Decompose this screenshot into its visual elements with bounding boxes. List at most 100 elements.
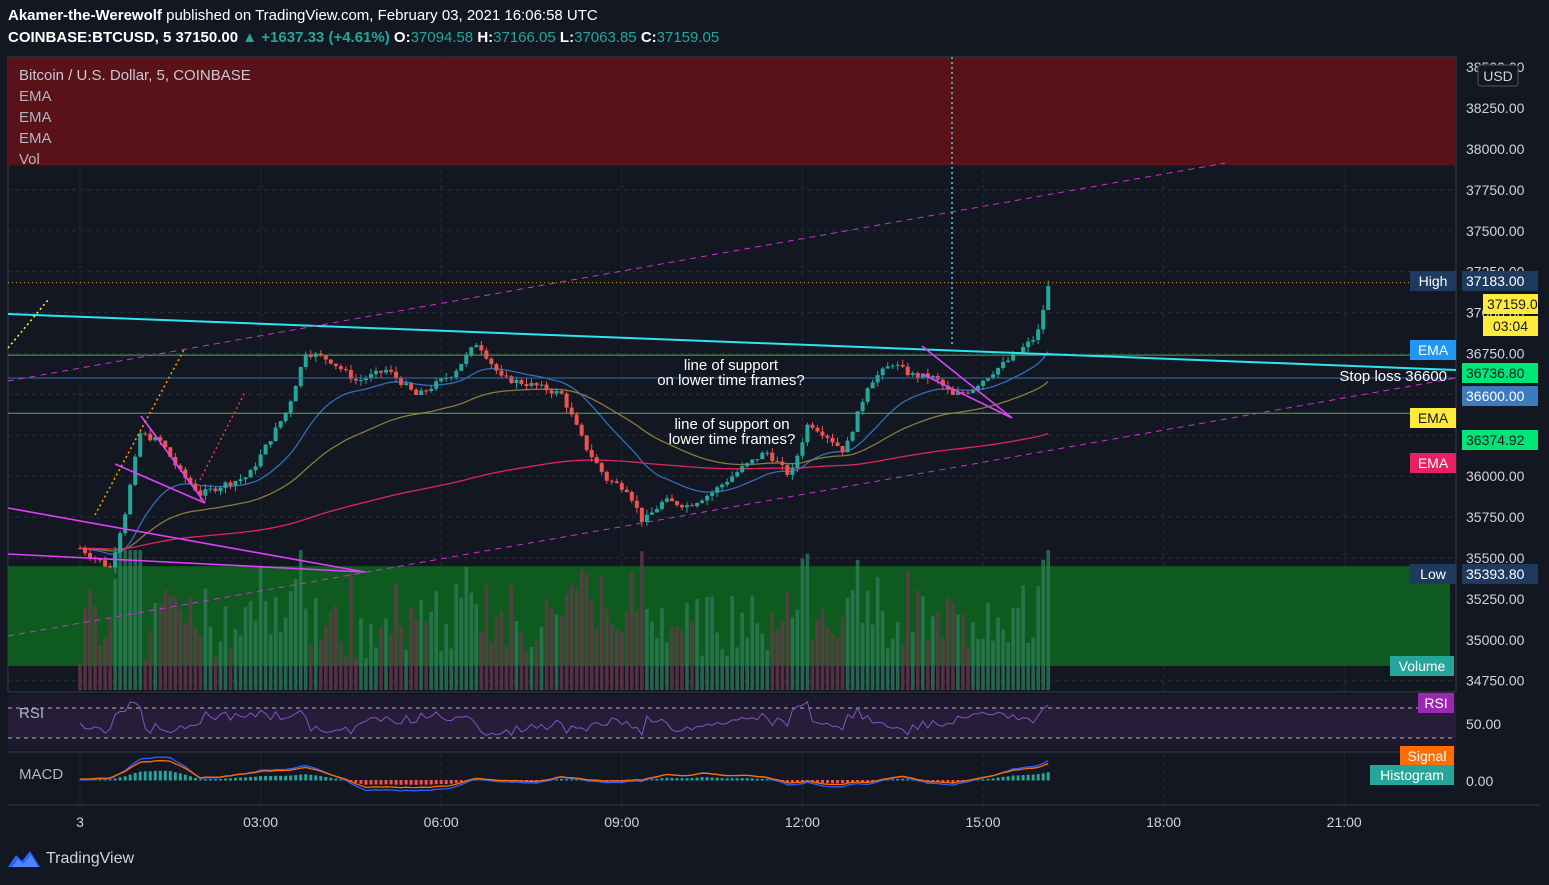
macd-histogram-bar: [846, 780, 850, 783]
volume-bar: [504, 645, 509, 690]
candle-body: [368, 374, 373, 379]
candle-body: [128, 484, 133, 515]
rsi-tag-bg: [1418, 693, 1454, 713]
candle-body: [895, 364, 900, 366]
macd-histogram-bar: [223, 778, 227, 781]
macd-histogram-bar: [439, 780, 443, 785]
candle-body: [1006, 360, 1011, 363]
candle-body: [424, 390, 429, 392]
volume-bar: [484, 584, 489, 690]
macd-histogram-bar: [660, 778, 664, 781]
macd-histogram-bar: [319, 776, 323, 781]
volume-bar: [730, 595, 734, 690]
volume-bar: [875, 577, 880, 690]
macd-histogram-bar: [198, 779, 202, 781]
candle-body: [519, 379, 524, 385]
volume-bar: [404, 650, 408, 690]
ema-value-tag-1: 36736.80: [1466, 365, 1525, 381]
candle-body: [293, 386, 298, 402]
ema-slow-line: [79, 432, 1049, 550]
countdown-tag-bg: [1483, 316, 1538, 336]
volume-bar: [685, 603, 689, 690]
candle-body: [263, 444, 268, 455]
demand-zone: [8, 566, 1450, 666]
candle-body: [735, 472, 740, 477]
candle-body: [905, 366, 910, 375]
macd-histogram-bar: [349, 780, 353, 782]
open-value: 37094.58: [410, 29, 474, 46]
macd-histogram-bar: [183, 774, 187, 781]
macd-histogram-bar: [93, 779, 97, 781]
projection-line: [7, 299, 49, 349]
volume-bar: [720, 649, 724, 690]
macd-histogram-bar: [334, 778, 338, 781]
volume-tag: Volume: [1399, 658, 1446, 674]
pattern-line: [114, 463, 206, 504]
legend-ema-1[interactable]: EMA: [19, 88, 52, 105]
volume-bar: [359, 618, 363, 690]
volume-bar: [630, 572, 634, 690]
candle-body: [1011, 354, 1016, 361]
volume-bars: [78, 550, 1051, 690]
macd-histogram-bar: [103, 779, 107, 781]
time-axis-label: 15:00: [965, 814, 1000, 830]
candle-body: [685, 505, 690, 508]
candle-body: [434, 381, 439, 389]
legend-ema-2[interactable]: EMA: [19, 109, 52, 126]
candle-body: [273, 427, 278, 441]
macd-histogram-bar: [690, 778, 694, 781]
macd-histogram-bar: [535, 780, 539, 782]
author-name[interactable]: Akamer-the-Werewolf: [8, 7, 162, 24]
volume-bar: [539, 627, 544, 690]
volume-bar: [313, 598, 318, 690]
symbol-name[interactable]: COINBASE:BTCUSD, 5: [8, 29, 172, 46]
stop-loss-tag: 36600.00: [1466, 388, 1525, 404]
macd-histogram-bar: [259, 776, 263, 781]
legend-ema-3[interactable]: EMA: [19, 130, 52, 147]
candle-body: [409, 383, 414, 390]
candle-body: [118, 533, 123, 553]
candle-body: [594, 457, 599, 464]
volume-bar: [379, 626, 383, 690]
candle-body: [604, 471, 609, 481]
candle-body: [710, 492, 715, 496]
candle-body: [996, 367, 1001, 375]
macd-histogram-bar: [831, 780, 834, 784]
volume-bar: [966, 647, 970, 690]
volume-bar: [971, 622, 975, 690]
macd-histogram-bar: [449, 780, 453, 784]
candle-body: [529, 382, 534, 386]
macd-histogram-bar: [249, 777, 253, 781]
candle-body: [1031, 339, 1036, 342]
volume-bar: [168, 595, 173, 690]
volume-bar: [690, 621, 694, 690]
candle-body: [1041, 310, 1046, 330]
candle-body: [253, 466, 258, 471]
candle-body: [379, 370, 383, 373]
time-axis-label: 21:00: [1327, 814, 1362, 830]
volume-bar: [635, 611, 639, 690]
tradingview-logo[interactable]: TradingView: [8, 849, 134, 869]
volume-bar: [163, 589, 168, 690]
legend-vol[interactable]: Vol: [19, 151, 40, 168]
candle-body: [384, 369, 389, 373]
candle-body: [991, 374, 996, 378]
candle-body: [900, 364, 905, 367]
macd-histogram-bar: [218, 778, 222, 781]
candle-body: [614, 481, 619, 484]
macd-histogram-bar: [841, 780, 845, 784]
candle-body: [890, 365, 895, 367]
macd-histogram-bar: [279, 775, 283, 781]
time-axis-label: 12:00: [785, 814, 820, 830]
candle-body: [609, 480, 614, 482]
volume-bar: [830, 633, 835, 690]
volume-bar: [740, 612, 744, 690]
candle-body: [569, 407, 574, 415]
volume-bar: [655, 638, 659, 690]
candle-body: [444, 378, 449, 380]
low-tag-label-bg: [1410, 564, 1456, 584]
volume-bar: [805, 553, 810, 690]
candle-body: [760, 452, 765, 460]
